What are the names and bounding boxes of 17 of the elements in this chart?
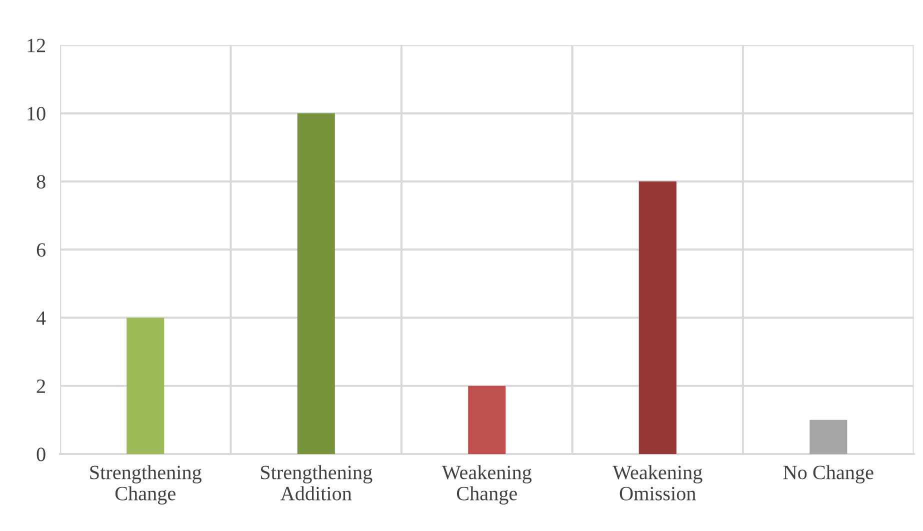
x-tick-label: Strengthening Change [90, 465, 202, 505]
y-tick-label: 8 [36, 175, 46, 189]
y-tick-label: 2 [36, 380, 45, 393]
x-tick-label: Weakening Omission [612, 465, 702, 500]
bar [638, 181, 676, 454]
y-tick-label: 4 [36, 311, 46, 325]
y-tick-label: 10 [28, 106, 46, 120]
bar [810, 420, 848, 454]
x-tick-label: No Change [783, 465, 874, 484]
bar [468, 386, 506, 454]
y-tick-label: 6 [36, 243, 46, 257]
bar [297, 113, 335, 454]
y-tick-label: 12 [28, 38, 45, 52]
bar [126, 318, 164, 454]
x-tick-label: Strengthening Addition [260, 465, 372, 500]
y-tick-label: 0 [36, 448, 46, 462]
x-tick-label: Weakening Change [442, 465, 532, 505]
